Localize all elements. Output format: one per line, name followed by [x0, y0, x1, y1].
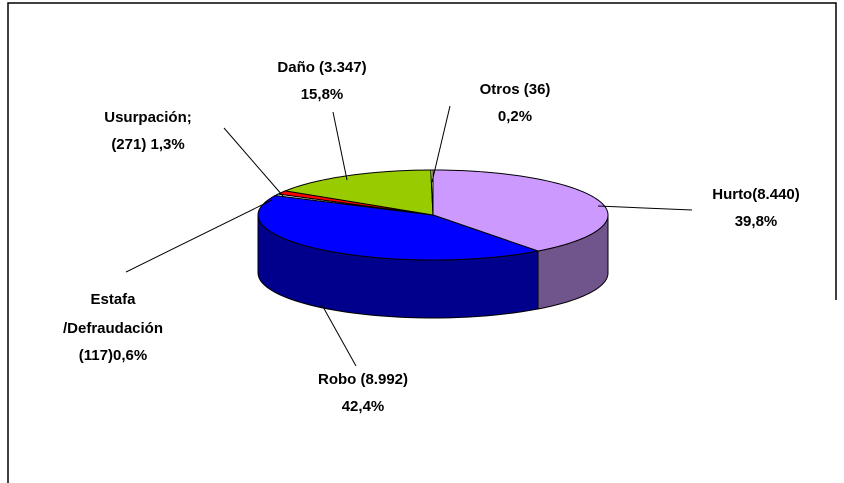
slice-label-line: Robo (8.992)	[318, 371, 408, 388]
slice-label: Hurto(8.440)	[712, 186, 800, 203]
slice-label-line: Otros (36)	[480, 81, 551, 98]
value-label: 0,2%	[498, 108, 532, 125]
slice-label-line: /Defraudación	[63, 320, 163, 337]
slice-label: Daño (3.347)	[277, 59, 366, 76]
pie-slice	[432, 169, 609, 252]
slice-label-line: Daño (3.347)	[277, 59, 366, 76]
value-label: 42,4%	[342, 398, 385, 415]
leader-line	[321, 304, 357, 367]
slice-label-line: Hurto(8.440)	[712, 186, 800, 203]
slice-label-line: Usurpación;	[104, 109, 192, 126]
frame	[7, 2, 837, 483]
leader-line	[597, 205, 693, 211]
slice-label: Robo (8.992)	[318, 371, 408, 388]
slice-label: Otros (36)	[480, 81, 551, 98]
leader-line	[125, 199, 273, 273]
leader-line	[223, 127, 284, 197]
leader-line	[332, 111, 348, 181]
slice-label: Usurpación;	[104, 109, 192, 126]
value-label: (117)0,6%	[79, 347, 147, 364]
value-label: 15,8%	[301, 86, 344, 103]
value-label: (271) 1,3%	[111, 136, 184, 153]
pie-slice	[257, 195, 540, 261]
slice-label: Estafa/Defraudación	[63, 291, 163, 337]
slice-label-line: Estafa	[90, 291, 136, 308]
leader-line	[431, 105, 451, 183]
pie-slice	[283, 169, 434, 216]
value-label: 39,8%	[735, 213, 778, 230]
